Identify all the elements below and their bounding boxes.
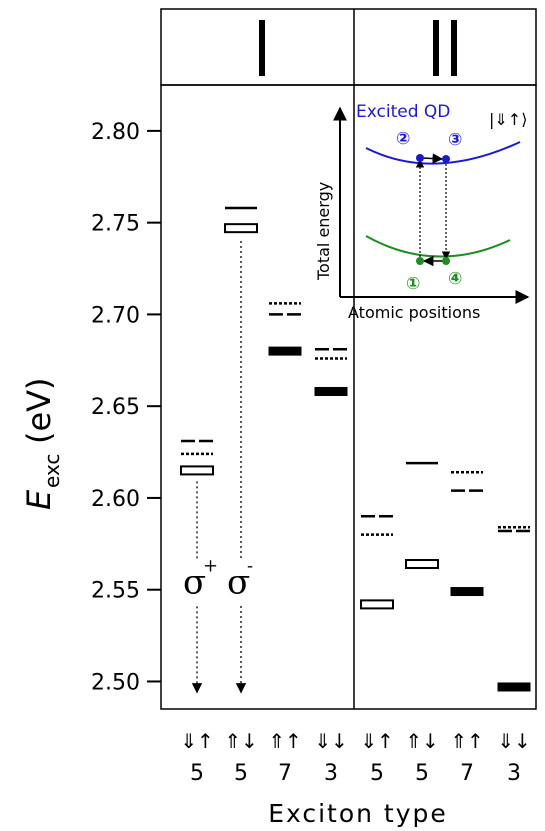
- energy-level-filled: [450, 587, 484, 597]
- exciton-number-label: 5: [190, 761, 204, 786]
- exciton-spin-label: ⇓↑: [180, 729, 214, 753]
- panel-label-II: [433, 20, 457, 76]
- y-axis-label-symbol: E: [20, 489, 58, 510]
- inset: Excited QD |⇓↑⟩ Total energy Atomic posi…: [314, 102, 530, 322]
- exciton-spin-label: ⇑↓: [224, 729, 258, 753]
- sigma-label-backdrop: [177, 559, 219, 604]
- y-tick-label: 2.60: [91, 487, 140, 512]
- inset-relax-excited: [421, 153, 444, 164]
- exciton-spin-label: ⇓↓: [497, 729, 531, 753]
- energy-levels: [180, 206, 531, 692]
- inset-label-3: ③: [448, 130, 462, 150]
- x-axis-label: Exciton type: [268, 799, 448, 828]
- exciton-number-label: 5: [415, 761, 429, 786]
- exciton-spin-label: ⇓↑: [360, 729, 394, 753]
- y-axis-label-subscript: exc: [40, 454, 64, 488]
- polarization-superscript: +: [203, 555, 218, 576]
- energy-level-open: [224, 223, 258, 234]
- inset-title: Excited QD: [356, 102, 450, 122]
- y-tick-label: 2.75: [91, 212, 140, 237]
- exciton-number-label: 5: [234, 761, 248, 786]
- y-tick-label: 2.65: [91, 395, 140, 420]
- inset-ket: |⇓↑⟩: [489, 110, 527, 129]
- inset-label-1: ①: [406, 274, 420, 294]
- polarization-label: σ: [183, 562, 206, 602]
- inset-point-3: [442, 155, 450, 163]
- exciton-number-label: 3: [324, 761, 338, 786]
- y-tick-label: 2.80: [91, 120, 140, 145]
- polarization-superscript: -: [247, 555, 253, 576]
- x-axis-labels: ⇓↑ 5 ⇑↓ 5 ⇑↑ 7 ⇓↓ 3 ⇓↑ 5 ⇑↓ 5 ⇑↑ 7 ⇓↓ 3: [180, 729, 531, 786]
- y-tick-label: 2.55: [91, 579, 140, 604]
- inset-point-4: [442, 257, 450, 265]
- inset-point-1: [416, 257, 424, 265]
- energy-level-open: [180, 465, 214, 476]
- inset-point-2: [416, 154, 424, 162]
- y-tick-label: 2.70: [91, 303, 140, 328]
- emission-arrows: σ+ σ-: [177, 241, 263, 694]
- inset-y-label: Total energy: [314, 182, 333, 281]
- energy-level-filled: [314, 386, 348, 396]
- header-frame: [160, 8, 537, 86]
- y-tick-label: 2.50: [91, 670, 140, 695]
- polarization-label: σ: [227, 562, 250, 602]
- exciton-spin-label: ⇑↑: [450, 729, 484, 753]
- y-axis-label: E exc (eV): [20, 377, 64, 510]
- energy-level-open: [405, 559, 439, 570]
- exciton-number-label: 7: [278, 761, 292, 786]
- y-axis: 2.50 2.55 2.60 2.65 2.70 2.75 2.80: [91, 120, 161, 695]
- exciton-number-label: 5: [370, 761, 384, 786]
- energy-level-open: [360, 599, 394, 610]
- energy-level-filled: [497, 682, 531, 692]
- exciton-spin-label: ⇑↑: [268, 729, 302, 753]
- exciton-spin-label: ⇓↓: [314, 729, 348, 753]
- inset-ground-curve: [365, 235, 511, 258]
- exciton-spin-label: ⇑↓: [405, 729, 439, 753]
- inset-x-label: Atomic positions: [348, 303, 480, 322]
- exciton-number-label: 3: [507, 761, 521, 786]
- inset-label-2: ②: [396, 129, 410, 149]
- exciton-number-label: 7: [460, 761, 474, 786]
- energy-level-filled: [268, 346, 302, 356]
- sigma-label-backdrop: [221, 559, 263, 604]
- plot-frame: [160, 84, 537, 710]
- y-axis-label-unit: (eV): [20, 377, 58, 444]
- inset-label-4: ④: [448, 269, 462, 289]
